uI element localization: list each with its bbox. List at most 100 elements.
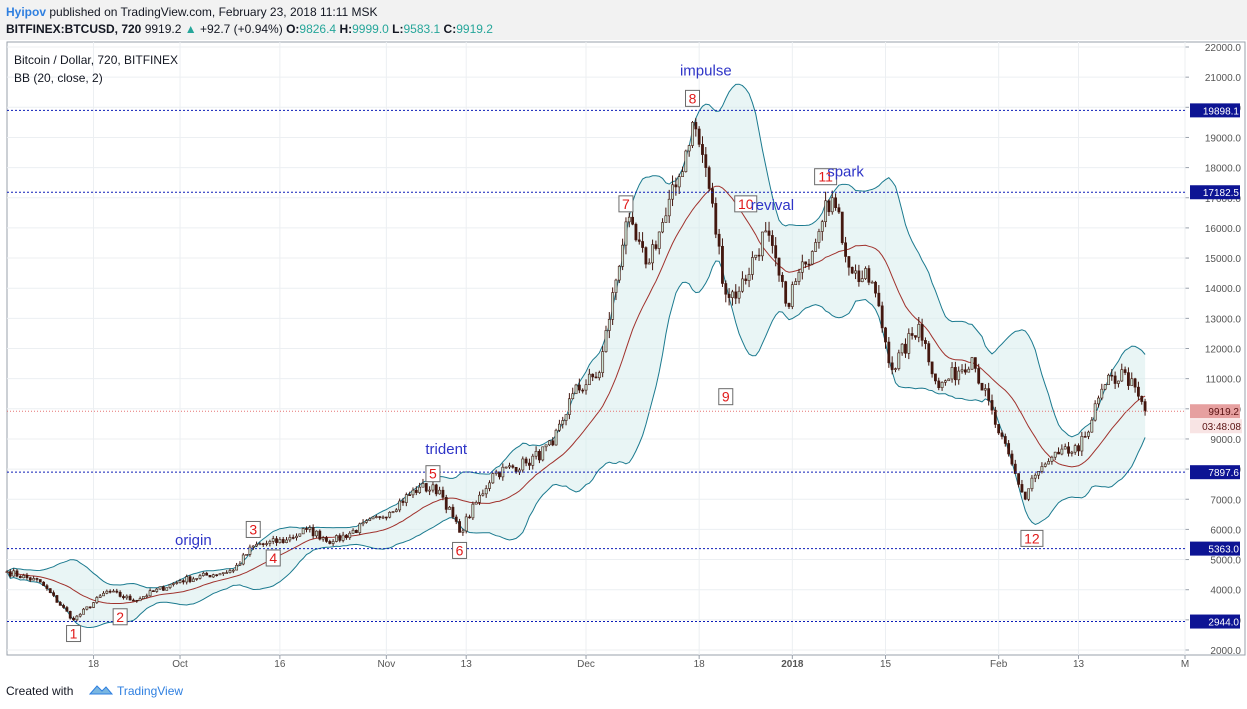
candle-body bbox=[807, 263, 811, 266]
y-tick-label: 11000.0 bbox=[1206, 375, 1242, 386]
candle-body bbox=[790, 284, 794, 307]
price-change: +92.7 (+0.94%) bbox=[199, 22, 283, 36]
candle-body bbox=[478, 494, 481, 503]
candle-body bbox=[248, 546, 252, 555]
candle-body bbox=[311, 527, 315, 537]
author-name[interactable]: Hyipov bbox=[6, 5, 47, 19]
footer bbox=[0, 677, 1247, 709]
wave-marker-box bbox=[425, 465, 441, 483]
tradingview-logo-icon[interactable] bbox=[88, 682, 114, 698]
low-label: L: bbox=[392, 22, 404, 36]
y-tick-label: 18000.0 bbox=[1205, 164, 1242, 175]
candle-body bbox=[607, 319, 611, 331]
candle-body bbox=[737, 290, 741, 299]
y-tick-label: 4000.0 bbox=[1210, 586, 1241, 597]
wave-marker-label: 9 bbox=[722, 389, 730, 405]
candle-body bbox=[860, 278, 864, 283]
candle-body bbox=[774, 245, 778, 259]
candle-body bbox=[1063, 446, 1067, 450]
open-value: 9826.4 bbox=[299, 22, 337, 36]
candle-body bbox=[275, 538, 278, 543]
candle-body bbox=[381, 516, 385, 519]
candle-body bbox=[840, 211, 844, 244]
wave-marker-box bbox=[245, 520, 261, 538]
y-tick-label: 17000.0 bbox=[1205, 194, 1242, 205]
candle-body bbox=[844, 242, 847, 257]
tradingview-link[interactable]: TradingView bbox=[117, 684, 184, 698]
candle-body bbox=[22, 575, 26, 579]
candle-body bbox=[28, 577, 32, 581]
candle-body bbox=[983, 388, 987, 391]
candle-body bbox=[957, 370, 961, 381]
candle-body bbox=[797, 271, 801, 282]
candle-body bbox=[621, 244, 625, 267]
candle-body bbox=[508, 465, 511, 468]
candle-body bbox=[694, 122, 698, 130]
candle-body bbox=[920, 324, 924, 341]
candle-body bbox=[335, 535, 338, 542]
candle-body bbox=[721, 245, 724, 284]
candle-body bbox=[724, 283, 728, 295]
candle-body bbox=[68, 611, 72, 619]
wave-marker-label: 2 bbox=[116, 609, 124, 625]
annotation-text: origin bbox=[175, 532, 212, 549]
candle-body bbox=[731, 291, 734, 298]
candle-body bbox=[1130, 378, 1134, 386]
x-tick-label: 13 bbox=[1073, 659, 1085, 670]
candle-body bbox=[1077, 445, 1080, 452]
candle-body bbox=[1023, 491, 1027, 500]
candle-body bbox=[780, 274, 784, 282]
candle-body bbox=[321, 537, 325, 540]
candle-body bbox=[657, 231, 661, 249]
candle-body bbox=[1037, 471, 1040, 476]
wave-marker-label: 11 bbox=[818, 169, 833, 185]
candle-body bbox=[874, 281, 877, 294]
candle-body bbox=[760, 231, 764, 257]
candle-body bbox=[564, 414, 568, 421]
candle-body bbox=[122, 596, 125, 599]
candle-body bbox=[587, 373, 591, 386]
wave-marker-box bbox=[685, 89, 701, 107]
candle-body bbox=[12, 570, 16, 577]
candle-body bbox=[361, 522, 365, 525]
candle-body bbox=[524, 458, 528, 464]
candle-body bbox=[358, 523, 362, 533]
candle-body bbox=[168, 584, 172, 588]
last-price-box bbox=[1190, 404, 1240, 419]
symbol-name[interactable]: BITFINEX:BTCUSD, 720 bbox=[6, 22, 142, 36]
candle-body bbox=[1127, 372, 1130, 386]
high-value: 9999.0 bbox=[352, 22, 389, 36]
x-tick-label: 18 bbox=[694, 659, 706, 670]
x-tick-label: M bbox=[1181, 659, 1189, 670]
candle-body bbox=[281, 539, 285, 543]
candle-body bbox=[1143, 401, 1147, 412]
candle-body bbox=[777, 257, 781, 276]
level-price-box bbox=[1190, 541, 1240, 556]
candle-body bbox=[651, 244, 654, 264]
candle-body bbox=[431, 484, 435, 491]
candle-body bbox=[291, 537, 295, 539]
candle-body bbox=[458, 521, 461, 533]
candle-body bbox=[398, 500, 402, 511]
y-tick-label: 5000.0 bbox=[1210, 556, 1241, 567]
y-tick-label: 9000.0 bbox=[1210, 435, 1241, 446]
candle-body bbox=[677, 176, 681, 188]
candle-body bbox=[597, 372, 601, 379]
candle-body bbox=[205, 572, 209, 576]
candle-body bbox=[977, 368, 981, 384]
candle-body bbox=[847, 256, 851, 268]
candle-body bbox=[1060, 448, 1064, 455]
candle-body bbox=[604, 330, 608, 352]
candle-body bbox=[218, 573, 222, 576]
candle-body bbox=[265, 543, 268, 545]
candle-body bbox=[245, 554, 248, 556]
candle-body bbox=[548, 440, 551, 446]
candle-body bbox=[647, 262, 651, 265]
candle-body bbox=[674, 184, 678, 188]
candle-body bbox=[1123, 369, 1127, 373]
candle-body bbox=[235, 564, 239, 571]
candle-body bbox=[697, 128, 701, 145]
candle-body bbox=[967, 368, 971, 373]
candle-body bbox=[1073, 445, 1077, 453]
